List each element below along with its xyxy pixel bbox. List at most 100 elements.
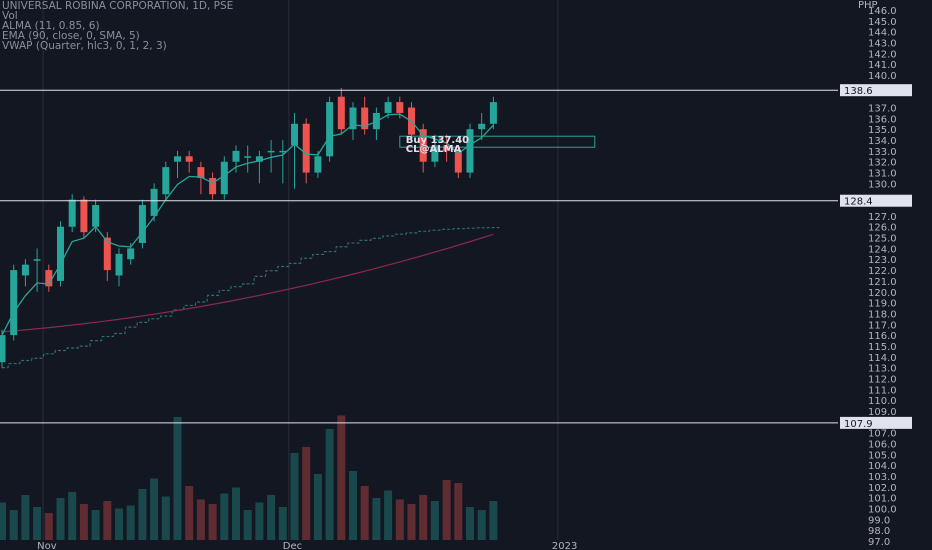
candle[interactable] (232, 145, 240, 173)
price-tag (840, 84, 912, 97)
candlestick-series (0, 88, 497, 368)
candle-body (33, 259, 41, 261)
time-axis[interactable]: Nov Dec 2023 (37, 541, 577, 550)
horizontal-levels[interactable]: 138.6 128.4 107.9 (0, 84, 912, 430)
vwap-line (0, 226, 500, 369)
volume-bar (267, 495, 276, 540)
price-tick-label: 118.0 (868, 309, 897, 320)
legend-ema[interactable]: EMA (90, close, 0, SMA, 5) (2, 30, 140, 42)
price-tick-label: 113.0 (868, 364, 897, 375)
candle[interactable] (443, 134, 451, 162)
candle[interactable] (302, 118, 310, 184)
candle[interactable] (197, 161, 205, 195)
price-tick-label: 112.0 (868, 374, 897, 385)
ema-line (1, 233, 494, 333)
price-tick-label: 109.0 (868, 407, 897, 418)
volume-bar (68, 492, 77, 540)
candle[interactable] (80, 196, 88, 238)
candle[interactable] (68, 194, 76, 233)
volume-bar (384, 490, 393, 540)
candle[interactable] (174, 150, 181, 178)
candle[interactable] (33, 248, 41, 292)
candle[interactable] (372, 107, 380, 141)
price-tick-label: 117.0 (868, 320, 897, 331)
candle-body (244, 156, 252, 158)
legend-vwap[interactable]: VWAP (Quarter, hlc3, 0, 1, 2, 3) (2, 40, 167, 52)
volume-bar (302, 447, 311, 540)
candle[interactable] (10, 264, 18, 341)
candle[interactable] (45, 264, 53, 292)
volume-bar (466, 507, 474, 540)
candle[interactable] (138, 199, 146, 249)
candle[interactable] (267, 140, 275, 173)
candle-body (466, 129, 474, 173)
candle[interactable] (162, 161, 170, 200)
price-tag-label: 107.9 (844, 419, 873, 430)
candle[interactable] (209, 172, 217, 200)
price-tick-label: 146.0 (868, 6, 897, 17)
price-tick-label: 121.0 (868, 277, 897, 288)
candle[interactable] (419, 123, 427, 173)
candle[interactable] (489, 96, 497, 130)
candle[interactable] (279, 140, 287, 184)
volume-bar (9, 510, 18, 540)
legend-vol[interactable]: Vol (2, 10, 18, 22)
chart-legend: UNIVERSAL ROBINA CORPORATION, 1D, PSE Vo… (2, 0, 234, 52)
date-tick-label: Nov (37, 541, 57, 550)
volume-bar (126, 505, 135, 540)
candle[interactable] (466, 123, 474, 178)
volume-bar (115, 508, 123, 540)
volume-bar (407, 504, 416, 540)
price-tick-label: 131.0 (868, 169, 897, 180)
candle[interactable] (337, 88, 345, 135)
price-tick-label: 125.0 (868, 234, 897, 245)
candle[interactable] (244, 145, 252, 173)
price-tick-label: 99.0 (868, 515, 890, 526)
price-tick-label: 145.0 (868, 17, 897, 28)
volume-bar (454, 483, 463, 540)
candle[interactable] (255, 150, 263, 184)
ema-path (1, 233, 494, 333)
volume-bar (173, 417, 182, 540)
candle[interactable] (454, 145, 462, 178)
candle-body (127, 248, 135, 260)
volume-bar (430, 501, 439, 540)
price-tick-label: 97.0 (868, 537, 890, 548)
candle-body (431, 145, 439, 162)
annotation-line1: Buy 137.40 (406, 135, 469, 146)
price-tick-label: 140.0 (868, 71, 897, 82)
candle-body (349, 107, 357, 130)
price-tick-label: 114.0 (868, 353, 897, 364)
candle[interactable] (115, 248, 123, 287)
volume-bar (150, 478, 159, 540)
candle[interactable] (150, 183, 158, 222)
legend-title[interactable]: UNIVERSAL ROBINA CORPORATION, 1D, PSE (2, 0, 234, 12)
candle-body (197, 167, 205, 178)
candle[interactable] (220, 156, 228, 200)
candle[interactable] (361, 96, 369, 135)
candle[interactable] (103, 232, 111, 281)
legend-alma[interactable]: ALMA (11, 0.85, 6) (2, 20, 100, 32)
alma-line (1, 113, 494, 336)
candle-body (45, 270, 53, 287)
candle[interactable] (0, 329, 6, 368)
volume-bar (21, 495, 30, 540)
candle[interactable] (478, 112, 486, 141)
candle[interactable] (21, 259, 29, 287)
price-tick-label: 107.0 (868, 429, 897, 440)
volume-bar (56, 498, 65, 540)
candle-body (185, 156, 193, 162)
candle[interactable] (185, 150, 193, 173)
candle[interactable] (291, 112, 298, 189)
price-tick-label: 143.0 (868, 39, 897, 50)
candle[interactable] (431, 134, 439, 168)
candle-body (138, 205, 146, 243)
candle[interactable] (349, 102, 357, 141)
price-tick-label: 105.0 (868, 450, 897, 461)
volume-bar (349, 471, 357, 540)
candle[interactable] (326, 96, 334, 162)
candle[interactable] (57, 221, 64, 287)
